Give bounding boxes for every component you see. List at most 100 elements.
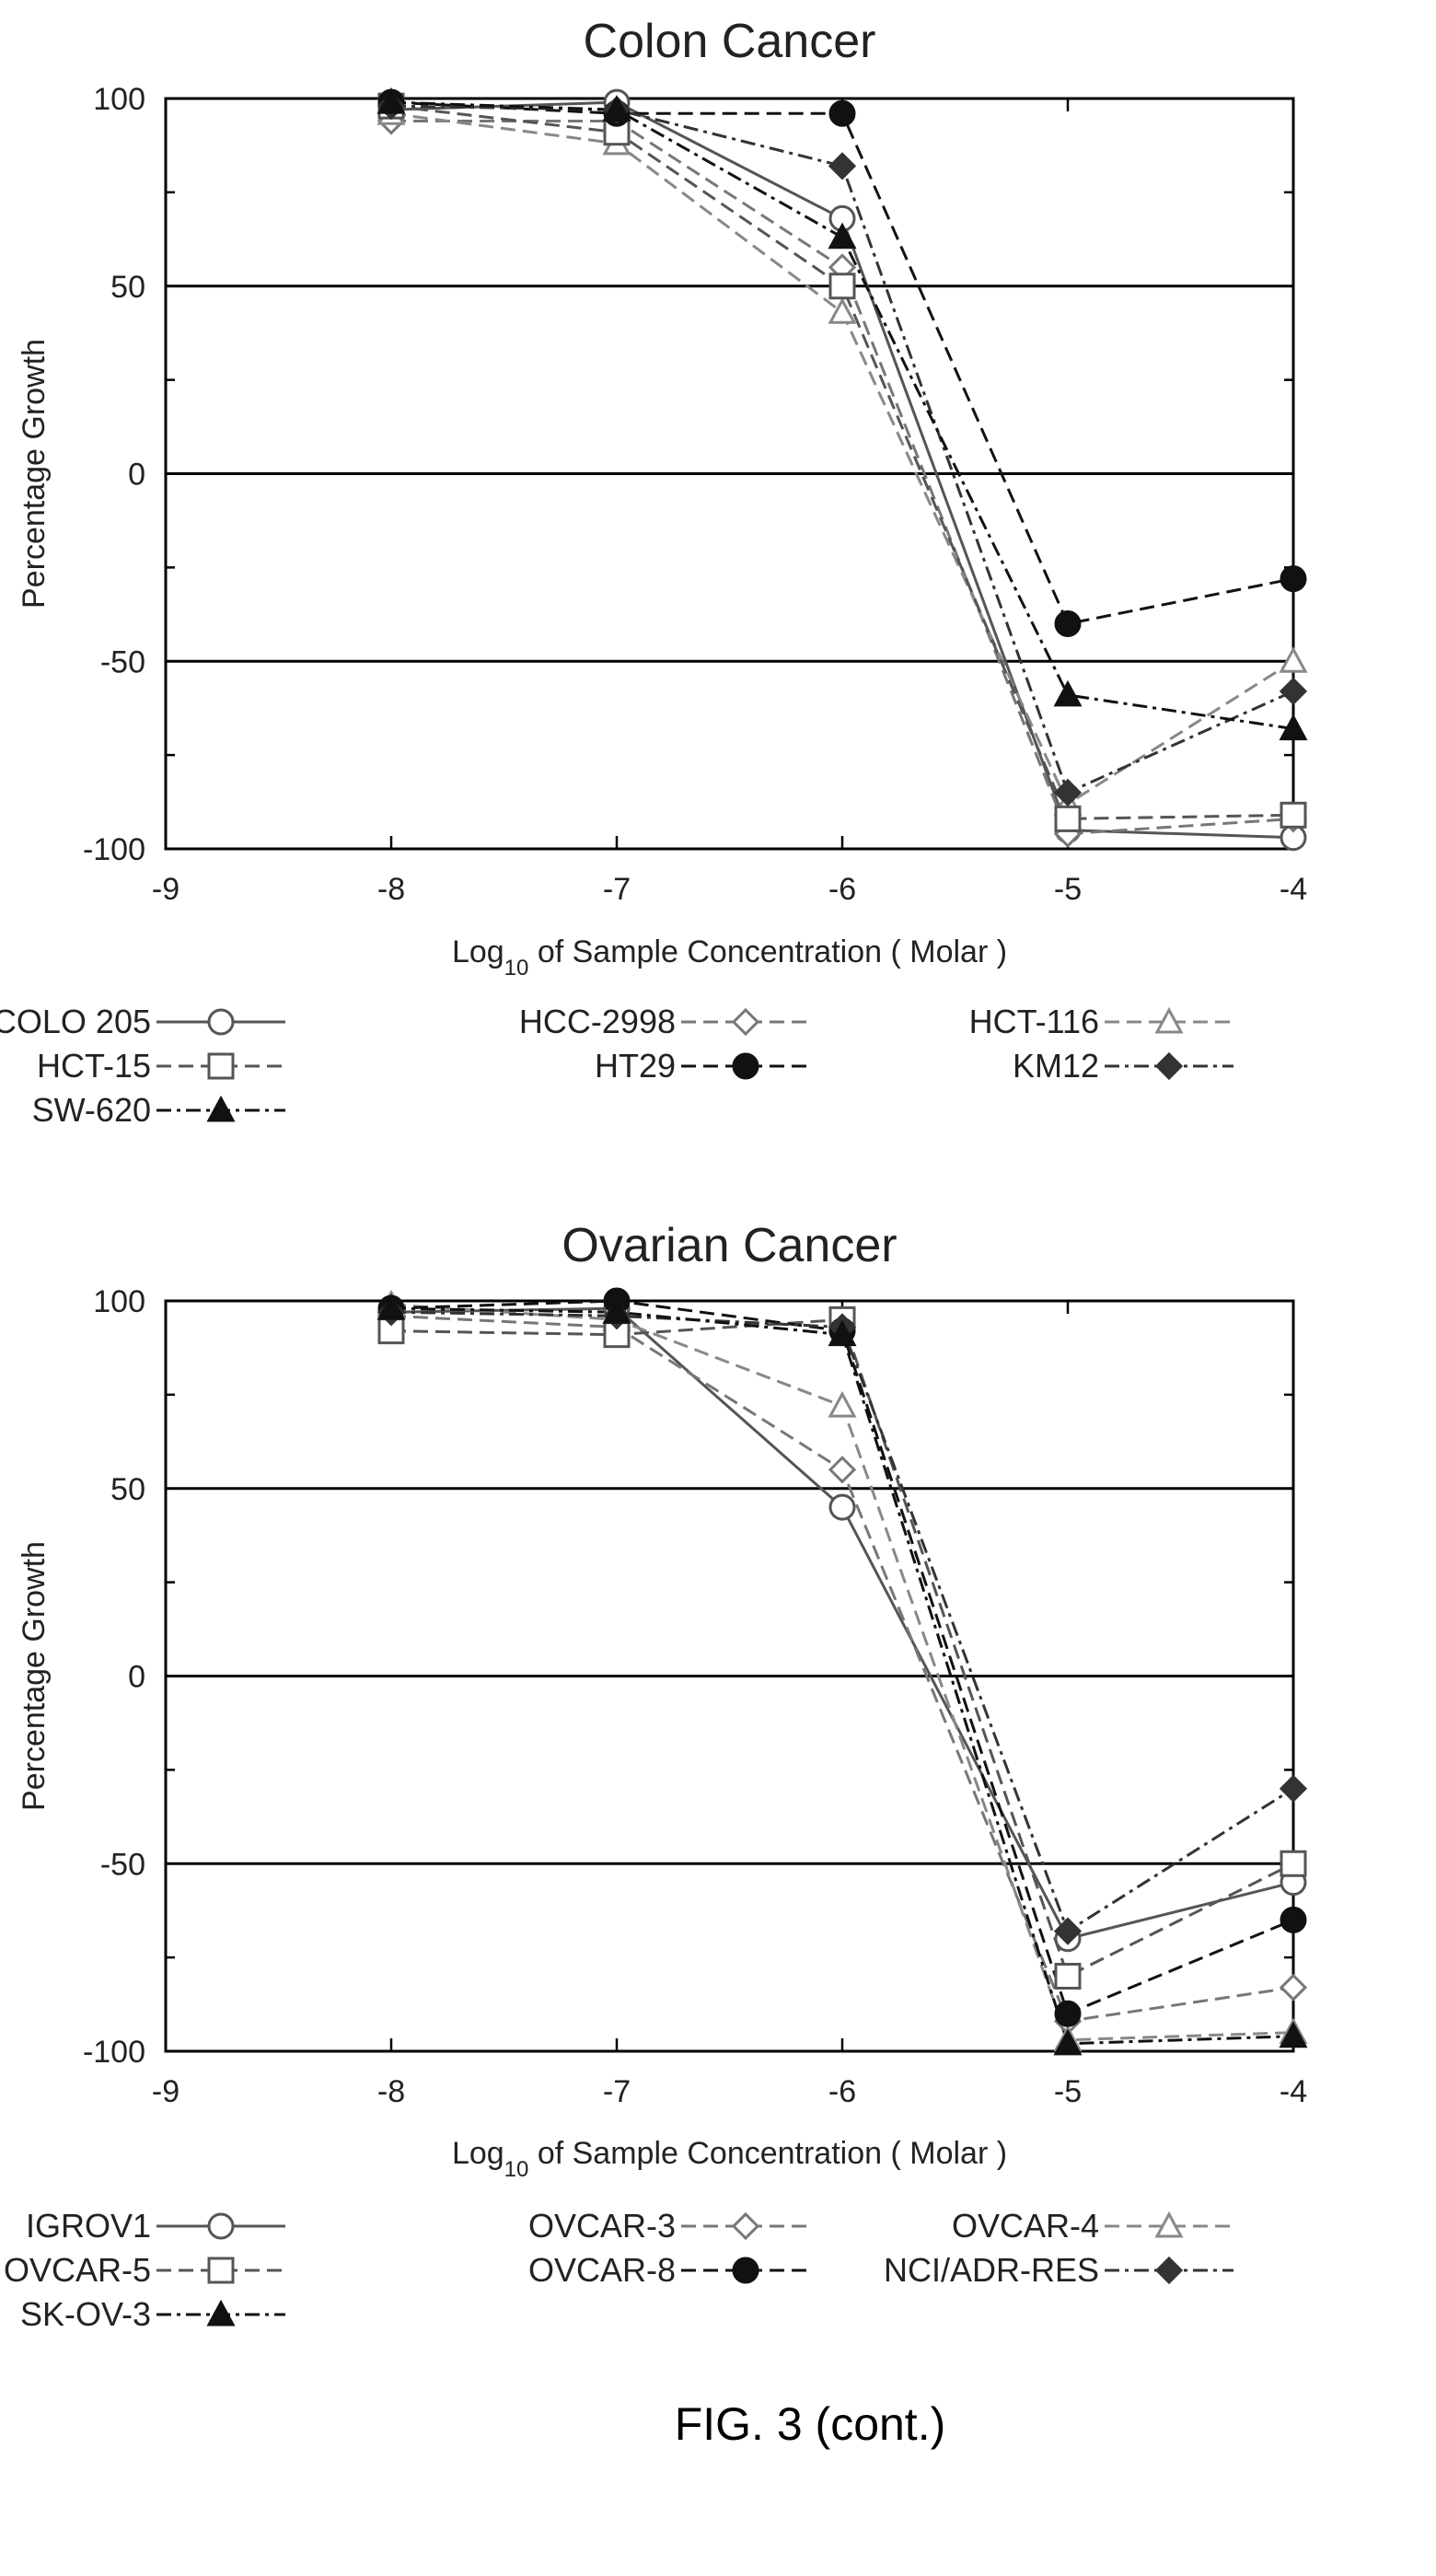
x-tick-label: -5 [1054,2074,1082,2109]
chart-1: Colon Cancer 100 50 0 -50 -100-9 -8 -7 -6 -5 -4 Log… [0,15,1308,1129]
legend-marker [1154,1006,1184,1034]
y-tick-label: -100 [83,2035,145,2070]
data-point [1054,2000,1082,2027]
x-tick-label: -4 [1280,2074,1307,2109]
data-point [828,1456,857,1484]
x-tick-label: -7 [603,2074,631,2109]
x-tick-label: -7 [603,872,631,907]
legend-marker [1154,2210,1184,2238]
data-point [1280,565,1307,593]
data-point [376,1294,406,1320]
x-tick-label: -5 [1054,872,1082,907]
data-point [1053,2028,1083,2056]
y-tick-label: -50 [100,644,145,679]
y-tick-label: 100 [93,82,145,117]
data-point [1053,679,1083,707]
x-tick-label: -8 [377,872,405,907]
legend-label: IGROV1 [26,2207,151,2245]
data-point [1279,1774,1308,1803]
legend-marker [731,2211,760,2241]
x-axis-label-rest: of Sample Concentration ( Molar ) [528,2136,1007,2171]
x-axis-label-rest: of Sample Concentration ( Molar ) [528,934,1007,969]
series-line [390,1317,1294,1978]
data-point [1279,646,1308,673]
series-line [390,100,1294,731]
chart-2: Ovarian Cancer 100 50 0 -50 -100-9 -8 -7 -6 -5 -4 L… [4,1219,1308,2333]
data-point [828,222,857,249]
x-axis-label-subscript: 10 [504,2157,529,2182]
data-point [1280,1906,1307,1933]
data-point [1280,801,1307,829]
data-point [828,1390,857,1418]
legend-label: HCC-2998 [519,1003,676,1040]
x-tick-label: -8 [377,2074,405,2109]
legend-marker [1154,1051,1184,1081]
legend-label: KM12 [1013,1047,1099,1085]
data-point [828,99,856,127]
data-point [602,95,631,122]
data-point [1279,677,1308,705]
legend-label: HCT-15 [37,1047,151,1085]
data-point [1053,778,1083,806]
y-tick-label: 0 [128,1660,145,1695]
x-tick-label: -6 [828,2074,856,2109]
data-point [828,297,857,324]
legend-label: HCT-116 [969,1003,1099,1040]
y-tick-label: 50 [110,270,145,305]
data-point [1054,610,1082,637]
data-point [1279,2021,1308,2048]
legend-label: SK-OV-3 [20,2295,151,2333]
data-point [828,1319,857,1347]
y-axis-label: Percentage Growth [17,339,52,609]
x-axis-label-base: Log [452,2136,504,2171]
data-point [1053,1917,1083,1945]
x-tick-label: -4 [1280,872,1307,907]
legend-marker [732,1052,759,1080]
legend-marker [207,2212,235,2240]
data-point [602,1297,631,1324]
data-point [828,1493,856,1521]
y-axis-label: Percentage Growth [17,1541,52,1811]
legend-marker [731,1007,760,1037]
legend-label: OVCAR-8 [528,2251,676,2289]
legend-label: OVCAR-4 [952,2207,1099,2245]
legend-marker [207,2257,235,2284]
data-point [1279,1973,1308,2002]
x-axis-label-subscript: 10 [504,956,529,981]
data-point [828,273,856,300]
legend-marker [207,1008,235,1036]
x-tick-label: -9 [152,2074,180,2109]
legend-marker [206,1095,236,1122]
legend-label: SW-620 [32,1091,151,1129]
x-tick-label: -6 [828,872,856,907]
y-tick-label: -100 [83,832,145,867]
data-point [1054,805,1082,832]
data-point [376,87,406,114]
series-line [390,100,1294,626]
chart-title: Colon Cancer [584,15,876,68]
y-tick-label: 100 [93,1284,145,1319]
chart-title: Ovarian Cancer [562,1219,897,1272]
x-axis-label: Log10 of Sample Concentration ( Molar ) [452,2136,1007,2182]
data-point [1280,1850,1307,1877]
x-axis-label-base: Log [452,934,504,969]
data-point [1279,714,1308,741]
data-point [1054,1963,1082,1990]
legend-label: HT29 [595,1047,676,1085]
data-point [828,152,857,180]
x-axis-label: Log10 of Sample Concentration ( Molar ) [452,934,1007,981]
legend-marker [732,2257,759,2284]
y-tick-label: -50 [100,1847,145,1882]
legend-label: COLO 205 [0,1003,151,1040]
legend-marker [1154,2256,1184,2285]
figure-label: FIG. 3 (cont.) [675,2398,946,2450]
x-tick-label: -9 [152,872,180,907]
y-tick-label: 0 [128,458,145,493]
legend-marker [206,2299,236,2327]
legend-marker [207,1052,235,1080]
legend-label: NCI/ADR-RES [884,2251,1099,2289]
legend-label: OVCAR-3 [528,2207,676,2245]
y-tick-label: 50 [110,1472,145,1507]
legend-label: OVCAR-5 [4,2251,151,2289]
